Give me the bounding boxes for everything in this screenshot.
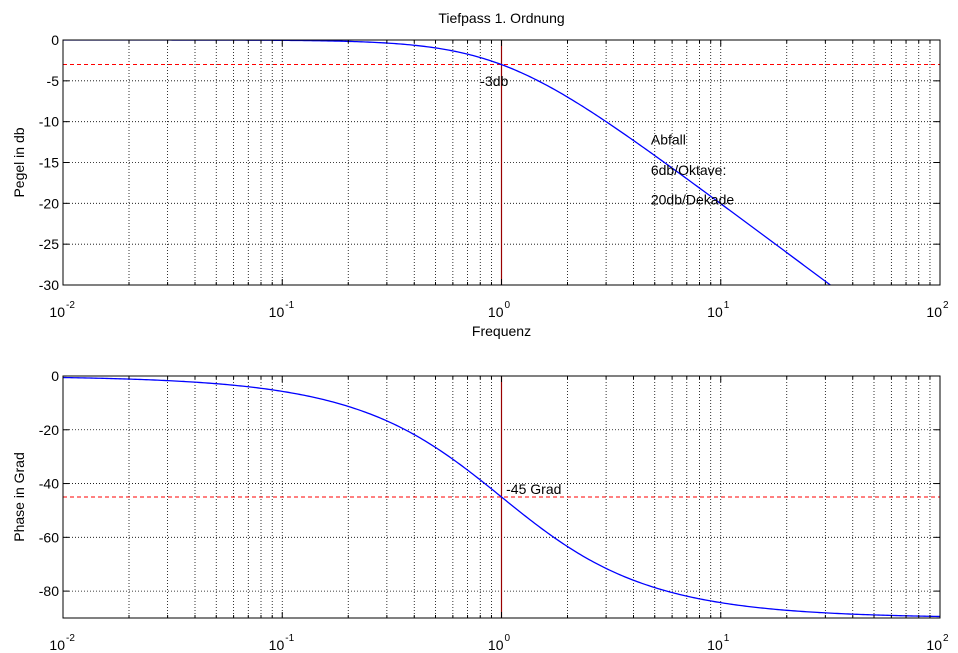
data-point bbox=[720, 602, 722, 604]
annotation-text: -3db bbox=[480, 73, 508, 89]
data-point bbox=[654, 587, 656, 589]
x-tick-label-exponent: 0 bbox=[505, 300, 511, 311]
x-tick-label-base: 10 bbox=[49, 637, 65, 653]
x-tick-label-exponent: -1 bbox=[285, 300, 294, 311]
data-point bbox=[539, 81, 541, 83]
data-point bbox=[347, 405, 349, 407]
data-point bbox=[434, 446, 436, 448]
data-point bbox=[281, 390, 283, 392]
x-tick-label-base: 10 bbox=[49, 304, 65, 320]
data-point bbox=[167, 380, 169, 382]
x-tick-label-exponent: 2 bbox=[943, 300, 949, 311]
data-point bbox=[567, 546, 569, 548]
y-tick-label: 0 bbox=[51, 368, 59, 384]
x-tick-label-base: 10 bbox=[269, 637, 285, 653]
x-tick-label-exponent: -2 bbox=[66, 633, 75, 644]
series-line-0 bbox=[63, 376, 940, 618]
x-tick-label-exponent: 1 bbox=[724, 300, 730, 311]
y-tick-label: 0 bbox=[51, 32, 59, 48]
annotation-text: 6db/Oktave: bbox=[651, 162, 727, 178]
y-axis-label: Pegel in db bbox=[11, 127, 27, 197]
data-point bbox=[501, 64, 503, 66]
annotation-text: 20db/Dekade bbox=[651, 191, 735, 207]
data-point bbox=[567, 96, 569, 98]
y-tick-label: -20 bbox=[39, 195, 59, 211]
y-tick-label: -60 bbox=[39, 529, 59, 545]
y-tick-label: -40 bbox=[39, 476, 59, 492]
x-tick-label-exponent: -1 bbox=[285, 633, 294, 644]
annotation-text: -45 Grad bbox=[506, 481, 561, 497]
y-tick-label: -10 bbox=[39, 114, 59, 130]
y-axis-label: Phase in Grad bbox=[11, 452, 27, 542]
x-tick-label-base: 10 bbox=[269, 304, 285, 320]
data-point bbox=[605, 121, 607, 123]
chart-title: Tiefpass 1. Ordnung bbox=[438, 10, 564, 26]
x-tick-label-base: 10 bbox=[488, 637, 504, 653]
x-tick-label-exponent: 2 bbox=[943, 633, 949, 644]
y-tick-label: -15 bbox=[39, 155, 59, 171]
data-point bbox=[539, 526, 541, 528]
data-point bbox=[824, 612, 826, 614]
y-tick-label: -5 bbox=[47, 73, 60, 89]
data-point bbox=[605, 567, 607, 569]
data-point bbox=[786, 252, 788, 254]
x-tick-label-base: 10 bbox=[488, 304, 504, 320]
x-tick-label-exponent: -2 bbox=[66, 300, 75, 311]
x-tick-label-exponent: 0 bbox=[505, 633, 511, 644]
x-tick-label-base: 10 bbox=[707, 637, 723, 653]
y-tick-label: -30 bbox=[39, 277, 59, 293]
data-point bbox=[467, 469, 469, 471]
data-point bbox=[434, 47, 436, 49]
data-point bbox=[386, 420, 388, 422]
data-point bbox=[467, 53, 469, 55]
x-tick-label-base: 10 bbox=[707, 304, 723, 320]
y-tick-label: -80 bbox=[39, 583, 59, 599]
x-tick-label-exponent: 1 bbox=[724, 633, 730, 644]
data-point bbox=[654, 155, 656, 157]
x-tick-label-base: 10 bbox=[926, 637, 942, 653]
x-tick-label-base: 10 bbox=[926, 304, 942, 320]
y-tick-label: -25 bbox=[39, 236, 59, 252]
data-point bbox=[501, 496, 503, 498]
x-axis-label: Frequenz bbox=[472, 323, 531, 339]
y-tick-label: -20 bbox=[39, 422, 59, 438]
annotation-text: Abfall bbox=[651, 132, 686, 148]
